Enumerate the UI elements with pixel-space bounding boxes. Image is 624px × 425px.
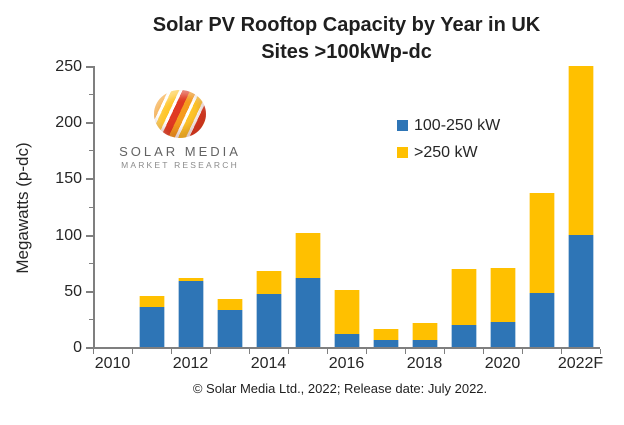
x-axis-line bbox=[93, 347, 600, 349]
bar-segment-over-250kw bbox=[255, 270, 282, 295]
x-tick bbox=[210, 349, 211, 354]
x-tick-label: 2016 bbox=[328, 355, 365, 372]
y-minor-tick bbox=[89, 150, 93, 152]
x-tick-label: 2014 bbox=[250, 355, 287, 372]
x-tick bbox=[444, 349, 445, 354]
bar-segment-over-250kw bbox=[528, 193, 555, 294]
legend-label: >250 kW bbox=[414, 143, 478, 161]
bar-segment-over-250kw bbox=[489, 268, 516, 323]
bar-segment-100-250kw bbox=[372, 340, 399, 347]
x-tick-label: 2022F bbox=[557, 355, 604, 372]
y-tick-label: 0 bbox=[73, 339, 82, 356]
x-tick-label: 2012 bbox=[172, 355, 209, 372]
legend-swatch-icon bbox=[397, 120, 408, 131]
chart-title: Solar PV Rooftop Capacity by Year in UK bbox=[152, 14, 541, 36]
y-minor-tick bbox=[89, 318, 93, 320]
chart-subtitle: Sites >100kWp-dc bbox=[261, 41, 432, 63]
x-tick-label: 2010 bbox=[94, 355, 131, 372]
x-tick bbox=[93, 349, 94, 354]
x-tick-label: 2020 bbox=[484, 355, 521, 372]
bar-segment-over-250kw bbox=[294, 233, 321, 279]
striped-globe-icon bbox=[154, 90, 206, 138]
y-tick-label: 250 bbox=[55, 58, 82, 75]
logo-tagline: MARKET RESEARCH bbox=[121, 160, 239, 170]
bar-segment-100-250kw bbox=[216, 309, 243, 347]
y-minor-tick bbox=[89, 262, 93, 264]
bar-segment-over-250kw bbox=[216, 298, 243, 310]
bar-segment-over-250kw bbox=[177, 278, 204, 281]
y-minor-tick bbox=[89, 206, 93, 208]
x-tick-label: 2018 bbox=[406, 355, 443, 372]
logo-name: SOLAR MEDIA bbox=[119, 144, 241, 159]
bar-segment-over-250kw bbox=[138, 296, 165, 307]
bar-segment-100-250kw bbox=[255, 294, 282, 347]
x-tick bbox=[561, 349, 562, 354]
footer-caption: © Solar Media Ltd., 2022; Release date: … bbox=[192, 381, 488, 396]
y-minor-tick bbox=[89, 94, 93, 96]
bar-segment-100-250kw bbox=[177, 280, 204, 347]
bar-segment-over-250kw bbox=[411, 323, 438, 341]
y-axis-title: Megawatts (p-dc) bbox=[13, 142, 32, 274]
bar-segment-over-250kw bbox=[567, 66, 594, 235]
bar-segment-100-250kw bbox=[411, 340, 438, 347]
solar-media-logo: SOLAR MEDIA MARKET RESEARCH bbox=[118, 90, 242, 170]
y-tick-label: 100 bbox=[55, 226, 82, 244]
y-major-tick bbox=[86, 178, 93, 181]
legend: 100-250 kW >250 kW bbox=[397, 112, 500, 166]
bar-segment-100-250kw bbox=[489, 322, 516, 347]
legend-swatch-icon bbox=[397, 147, 408, 158]
y-tick-label: 200 bbox=[55, 114, 82, 132]
x-tick bbox=[327, 349, 328, 354]
chart-title-block: Solar PV Rooftop Capacity by Year in UK … bbox=[93, 12, 600, 66]
x-tick bbox=[600, 349, 601, 354]
x-tick bbox=[171, 349, 172, 354]
x-tick bbox=[249, 349, 250, 354]
bar-segment-100-250kw bbox=[138, 306, 165, 347]
bar-segment-over-250kw bbox=[450, 269, 477, 325]
x-tick bbox=[522, 349, 523, 354]
legend-label: 100-250 kW bbox=[414, 116, 501, 134]
x-tick bbox=[366, 349, 367, 354]
y-major-tick bbox=[86, 122, 93, 125]
bar-segment-100-250kw bbox=[294, 278, 321, 347]
bar-segment-100-250kw bbox=[567, 234, 594, 347]
bar-segment-100-250kw bbox=[333, 333, 360, 347]
bar-segment-100-250kw bbox=[450, 324, 477, 347]
y-major-tick bbox=[86, 66, 93, 68]
x-tick bbox=[483, 349, 484, 354]
x-tick bbox=[132, 349, 133, 354]
y-major-tick bbox=[86, 347, 93, 349]
legend-item-1: >250 kW bbox=[397, 139, 500, 166]
legend-item-0: 100-250 kW bbox=[397, 112, 500, 139]
bar-segment-over-250kw bbox=[333, 289, 360, 334]
y-axis-line bbox=[93, 66, 95, 349]
x-tick bbox=[288, 349, 289, 354]
y-tick-label: 50 bbox=[64, 282, 82, 300]
bar-segment-100-250kw bbox=[528, 293, 555, 347]
y-major-tick bbox=[86, 290, 93, 293]
x-tick bbox=[405, 349, 406, 354]
y-major-tick bbox=[86, 234, 93, 237]
y-tick-label: 150 bbox=[55, 170, 82, 188]
bar-segment-over-250kw bbox=[372, 329, 399, 341]
